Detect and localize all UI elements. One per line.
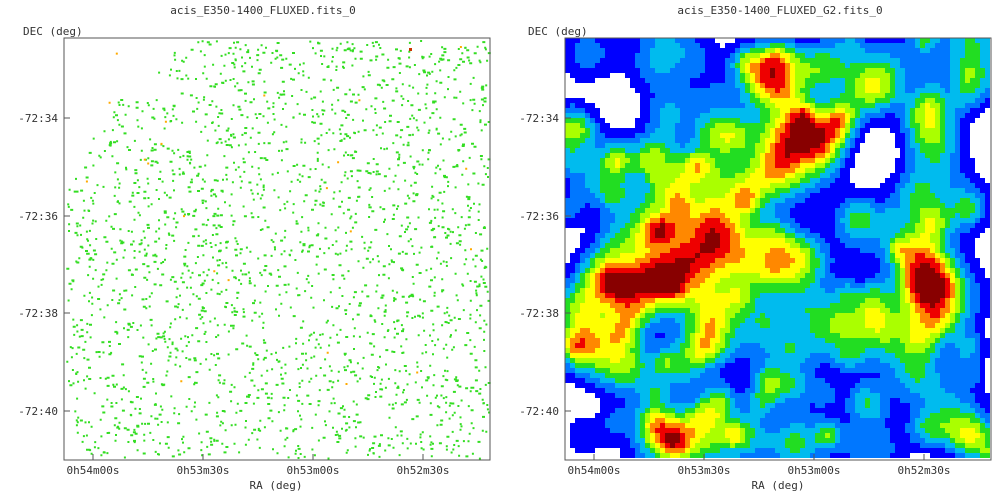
ylabel-right: DEC (deg) <box>528 25 588 38</box>
xlabel-left: RA (deg) <box>250 479 303 492</box>
xtick-label: 0h52m30s <box>397 464 450 477</box>
frame-left <box>63 37 491 461</box>
ytick-label: -72:34 <box>519 112 559 125</box>
intensity-level <box>565 38 990 458</box>
xtick-label: 0h53m00s <box>788 464 841 477</box>
xtick-label: 0h54m00s <box>568 464 621 477</box>
ylabel-left: DEC (deg) <box>23 25 83 38</box>
xtick-label: 0h53m30s <box>177 464 230 477</box>
intensity-level <box>565 38 990 458</box>
xtick-label: 0h54m00s <box>67 464 120 477</box>
xtick-label: 0h53m30s <box>678 464 731 477</box>
ytick-label: -72:36 <box>18 210 58 223</box>
xtick-label: 0h53m00s <box>287 464 340 477</box>
panel-left: acis_E350-1400_FLUXED.fits_0 DEC (deg) -… <box>18 4 491 492</box>
intensity-level <box>570 53 955 453</box>
intensity-level <box>565 38 990 458</box>
ytick-label: -72:38 <box>18 307 58 320</box>
frame-right <box>564 37 992 461</box>
event-pixels <box>66 40 491 460</box>
panel-right: acis_E350-1400_FLUXED_G2.fits_0 DEC (deg… <box>519 4 992 492</box>
image-area-right[interactable] <box>565 38 990 458</box>
ytick-label: -72:40 <box>18 405 58 418</box>
xtick-label: 0h52m30s <box>898 464 951 477</box>
peak-pixel <box>409 48 412 51</box>
panel-title-left: acis_E350-1400_FLUXED.fits_0 <box>170 4 355 17</box>
ytick-label: -72:40 <box>519 405 559 418</box>
panel-title-right: acis_E350-1400_FLUXED_G2.fits_0 <box>677 4 882 17</box>
ytick-label: -72:38 <box>519 307 559 320</box>
xlabel-right: RA (deg) <box>752 479 805 492</box>
ytick-label: -72:34 <box>18 112 58 125</box>
ytick-label: -72:36 <box>519 210 559 223</box>
image-area-left[interactable] <box>66 40 491 460</box>
